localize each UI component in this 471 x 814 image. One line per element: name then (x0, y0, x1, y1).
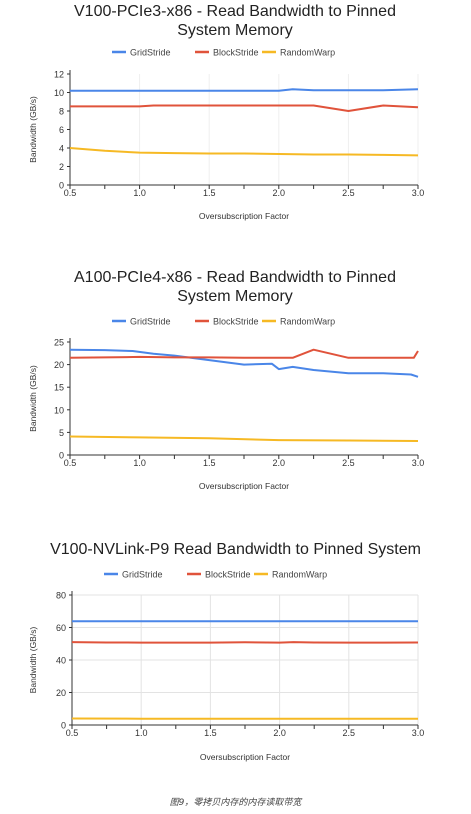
y-tick-label: 15 (54, 383, 64, 393)
legend-label-blockstride: BlockStride (213, 317, 259, 327)
x-tick-label: 0.5 (64, 458, 77, 468)
x-tick-label: 1.0 (133, 458, 146, 468)
y-tick-label: 10 (54, 88, 64, 98)
x-tick-label: 2.5 (342, 188, 355, 198)
legend-label-randomwarp: RandomWarp (280, 48, 335, 58)
legend-label-blockstride: BlockStride (205, 570, 251, 580)
x-tick-label: 1.5 (203, 458, 216, 468)
chart-2: GridStride BlockStride RandomWarp051015202… (0, 304, 471, 504)
y-tick-label: 6 (59, 125, 64, 135)
series-line-blockstride (70, 106, 418, 112)
y-axis-title: Bandwidth (GB/s) (28, 365, 38, 432)
y-tick-label: 20 (54, 360, 64, 370)
y-tick-label: 8 (59, 107, 64, 117)
series-line-randomwarp (70, 148, 418, 155)
series-line-gridstride (70, 350, 418, 377)
legend-label-gridstride: GridStride (122, 570, 163, 580)
chart-1-title: V100-PCIe3-x86 - Read Bandwidth to Pinne… (70, 2, 400, 40)
legend-label-blockstride: BlockStride (213, 48, 259, 58)
x-tick-label: 1.0 (133, 188, 146, 198)
series-line-randomwarp (70, 437, 418, 442)
chart-3-title: V100-NVLink-P9 Read Bandwidth to Pinned … (0, 540, 471, 559)
legend-label-gridstride: GridStride (130, 48, 171, 58)
chart-3: GridStride BlockStride RandomWarp020406080… (0, 560, 471, 785)
series-line-gridstride (70, 89, 418, 90)
y-tick-label: 40 (56, 656, 66, 666)
series-line-blockstride (72, 642, 418, 643)
x-tick-label: 2.0 (273, 728, 286, 738)
y-tick-label: 25 (54, 338, 64, 348)
y-tick-label: 20 (56, 688, 66, 698)
y-tick-label: 2 (59, 162, 64, 172)
x-tick-label: 2.0 (273, 188, 286, 198)
x-tick-label: 0.5 (64, 188, 77, 198)
y-tick-label: 60 (56, 623, 66, 633)
legend: GridStride BlockStride RandomWarp (112, 48, 335, 58)
x-tick-label: 3.0 (412, 188, 425, 198)
legend-label-randomwarp: RandomWarp (280, 317, 335, 327)
chart-2-title: A100-PCIe4-x86 - Read Bandwidth to Pinne… (65, 268, 405, 306)
legend-label-randomwarp: RandomWarp (272, 570, 327, 580)
x-tick-label: 0.5 (66, 728, 79, 738)
x-tick-label: 3.0 (412, 728, 425, 738)
figure-caption: 图9，零拷贝内存的内存读取带宽 (0, 795, 471, 808)
x-tick-label: 2.5 (342, 458, 355, 468)
legend: GridStride BlockStride RandomWarp (112, 317, 335, 327)
y-axis-title: Bandwidth (GB/s) (28, 627, 38, 694)
x-tick-label: 2.0 (273, 458, 286, 468)
x-tick-label: 1.0 (135, 728, 148, 738)
y-tick-label: 10 (54, 405, 64, 415)
y-axis-title: Bandwidth (GB/s) (28, 96, 38, 163)
x-tick-label: 3.0 (412, 458, 425, 468)
x-axis-title: Oversubscription Factor (200, 752, 290, 762)
legend-label-gridstride: GridStride (130, 317, 171, 327)
legend: GridStride BlockStride RandomWarp (104, 570, 327, 580)
x-axis-title: Oversubscription Factor (199, 481, 289, 491)
y-tick-label: 80 (56, 591, 66, 601)
chart-1: GridStride BlockStride RandomWarp024681012… (0, 38, 471, 238)
x-tick-label: 2.5 (343, 728, 356, 738)
y-tick-label: 12 (54, 70, 64, 80)
x-tick-label: 1.5 (204, 728, 217, 738)
x-tick-label: 1.5 (203, 188, 216, 198)
gridlines (72, 595, 418, 725)
y-tick-label: 4 (59, 144, 64, 154)
y-tick-label: 5 (59, 428, 64, 438)
x-axis-title: Oversubscription Factor (199, 211, 289, 221)
